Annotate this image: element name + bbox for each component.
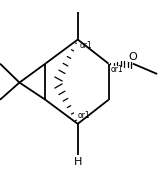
Text: or1: or1 xyxy=(110,65,123,74)
Text: O: O xyxy=(128,52,137,62)
Text: H: H xyxy=(74,157,82,166)
Text: or1: or1 xyxy=(79,41,92,50)
Text: or1: or1 xyxy=(78,111,90,120)
